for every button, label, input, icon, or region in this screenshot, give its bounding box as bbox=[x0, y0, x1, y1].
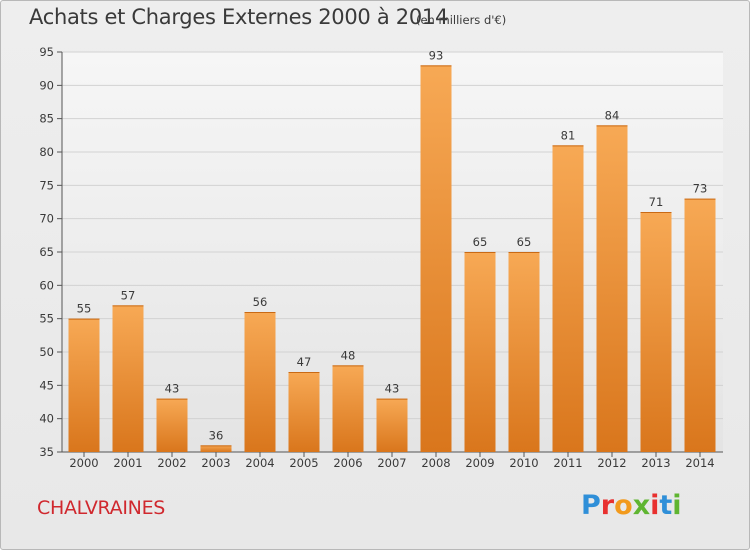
data-label-2008: 93 bbox=[429, 48, 444, 62]
data-label-2006: 48 bbox=[341, 348, 356, 362]
bar-2000 bbox=[68, 318, 100, 452]
axes: 35 40 45 50 55 60 65 70 75 80 85 90 95 2000 2001 2002 20… bbox=[39, 45, 723, 470]
y-tick-label: 75 bbox=[39, 178, 54, 192]
proxiti-logo: Proxiti bbox=[581, 490, 682, 521]
y-tick-label: 95 bbox=[39, 45, 54, 59]
bar-2008 bbox=[420, 65, 452, 452]
data-label-2001: 57 bbox=[121, 288, 136, 302]
bar-2001 bbox=[112, 305, 144, 452]
x-tick-label-2007: 2007 bbox=[377, 456, 406, 470]
y-tick-label: 45 bbox=[39, 378, 54, 392]
data-label-2011: 81 bbox=[561, 128, 576, 142]
x-tick-label-2000: 2000 bbox=[69, 456, 98, 470]
bar-2002 bbox=[156, 398, 188, 452]
logo-letter: o bbox=[614, 490, 633, 521]
data-label-2003: 36 bbox=[209, 428, 224, 442]
x-tick-label-2009: 2009 bbox=[465, 456, 494, 470]
data-label-2010: 65 bbox=[517, 235, 532, 249]
bar-2003 bbox=[200, 445, 232, 452]
data-label-2012: 84 bbox=[605, 108, 620, 122]
y-tick-label: 60 bbox=[39, 278, 54, 292]
x-tick-label-2010: 2010 bbox=[509, 456, 538, 470]
data-label-2004: 56 bbox=[253, 295, 268, 309]
x-tick-label-2013: 2013 bbox=[641, 456, 670, 470]
y-tick-label: 80 bbox=[39, 145, 54, 159]
logo-letter: P bbox=[581, 490, 601, 521]
y-tick-label: 40 bbox=[39, 412, 54, 426]
logo-letter: i bbox=[672, 490, 682, 521]
logo-letter: i bbox=[650, 490, 660, 521]
logo-letter: x bbox=[632, 490, 651, 521]
bar-2013 bbox=[640, 212, 672, 452]
bar-2007 bbox=[376, 398, 408, 452]
bar-2012 bbox=[596, 125, 628, 452]
data-label-2007: 43 bbox=[385, 382, 400, 396]
x-tick-label-2008: 2008 bbox=[421, 456, 450, 470]
data-label-2002: 43 bbox=[165, 382, 180, 396]
data-label-2013: 71 bbox=[649, 195, 664, 209]
bar-2009 bbox=[464, 252, 496, 452]
bar-2011 bbox=[552, 145, 584, 453]
y-tick-label: 90 bbox=[39, 78, 54, 92]
data-label-2000: 55 bbox=[77, 302, 92, 316]
logo-letter: r bbox=[600, 490, 615, 521]
x-tick-label-2002: 2002 bbox=[157, 456, 186, 470]
x-tick-label-2006: 2006 bbox=[333, 456, 362, 470]
bar-2005 bbox=[288, 372, 320, 452]
logo-letter: t bbox=[659, 490, 673, 521]
x-tick-label-2012: 2012 bbox=[597, 456, 626, 470]
y-tick-label: 50 bbox=[39, 345, 54, 359]
data-label-2009: 65 bbox=[473, 235, 488, 249]
y-tick-label: 65 bbox=[39, 245, 54, 259]
bar-2006 bbox=[332, 365, 364, 452]
x-tick-label-2011: 2011 bbox=[553, 456, 582, 470]
data-label-2005: 47 bbox=[297, 355, 312, 369]
x-tick-label-2004: 2004 bbox=[245, 456, 274, 470]
x-tick-label-2014: 2014 bbox=[685, 456, 714, 470]
bars bbox=[68, 65, 716, 453]
data-label-2014: 73 bbox=[693, 182, 708, 196]
x-tick-label-2005: 2005 bbox=[289, 456, 318, 470]
y-tick-label: 85 bbox=[39, 112, 54, 126]
chart-unit-note: (en milliers d'€) bbox=[416, 13, 507, 27]
commune-name: CHALVRAINES bbox=[37, 497, 166, 519]
data-labels: 55 57 43 36 56 47 48 43 93 65 65 81 84 71 73 bbox=[77, 48, 708, 442]
bar-2010 bbox=[508, 252, 540, 452]
y-tick-label: 35 bbox=[39, 445, 54, 459]
x-tick-label-2001: 2001 bbox=[113, 456, 142, 470]
bar-2004 bbox=[244, 312, 276, 452]
y-tick-label: 70 bbox=[39, 212, 54, 226]
bar-2014 bbox=[684, 198, 716, 452]
chart-title: Achats et Charges Externes 2000 à 2014 bbox=[29, 5, 449, 29]
x-tick-label-2003: 2003 bbox=[201, 456, 230, 470]
y-tick-label: 55 bbox=[39, 312, 54, 326]
